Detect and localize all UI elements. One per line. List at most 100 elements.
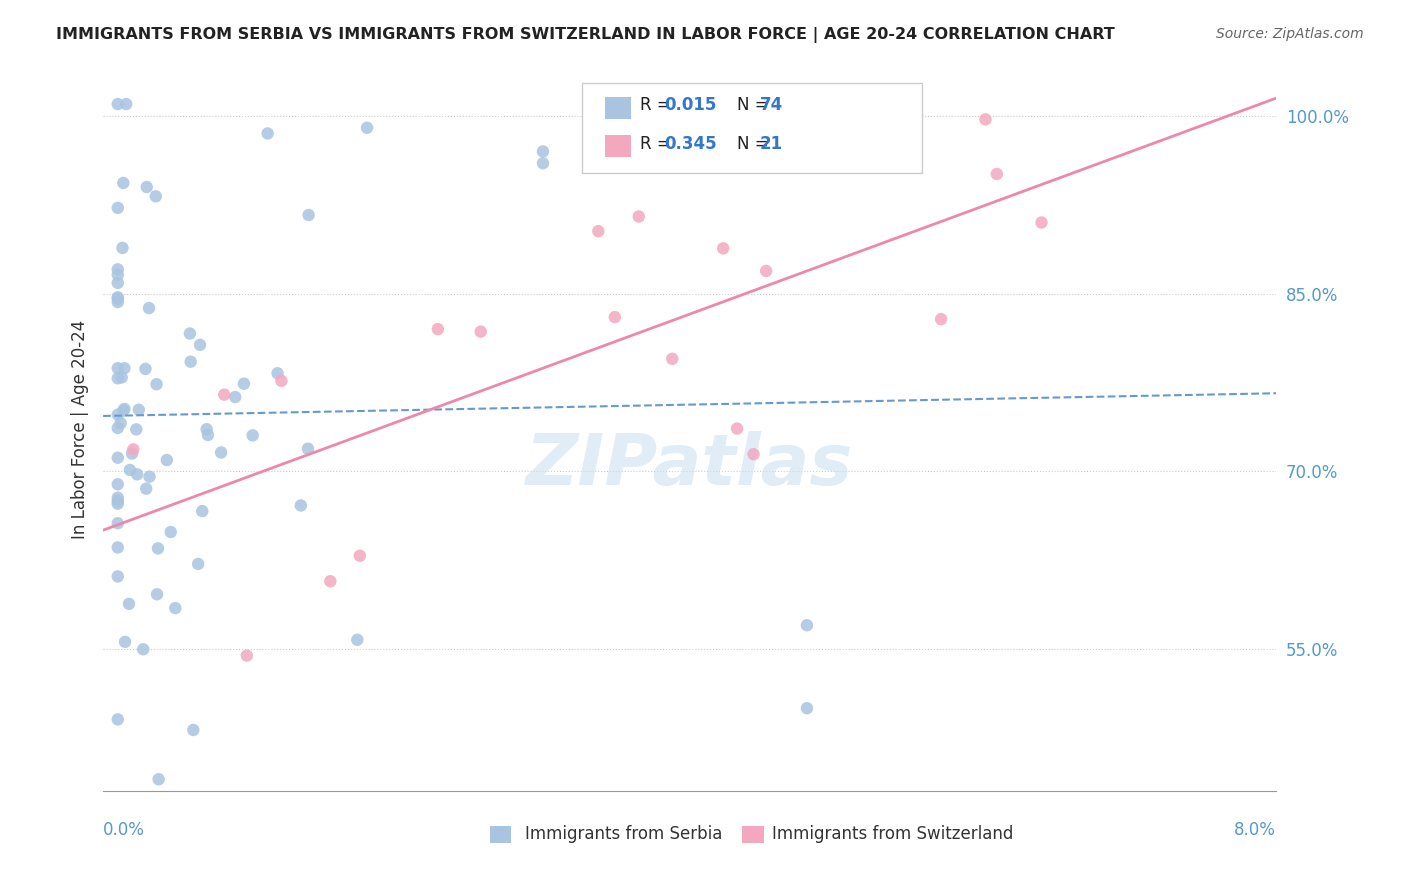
FancyBboxPatch shape	[605, 135, 631, 157]
Immigrants from Serbia	[107, 497, 129, 511]
Immigrants from Serbia	[346, 632, 368, 647]
Immigrants from Serbia	[297, 208, 319, 222]
Immigrants from Serbia	[107, 494, 129, 508]
Immigrants from Serbia	[125, 422, 148, 436]
Immigrants from Switzerland	[122, 442, 145, 457]
Immigrants from Serbia	[107, 292, 129, 306]
Immigrants from Serbia	[127, 467, 149, 482]
Immigrants from Serbia	[224, 390, 246, 404]
Immigrants from Serbia	[796, 701, 818, 715]
Immigrants from Switzerland	[319, 574, 342, 589]
Immigrants from Switzerland	[470, 325, 492, 339]
Immigrants from Serbia	[159, 524, 181, 539]
Immigrants from Serbia	[107, 477, 129, 491]
Immigrants from Serbia	[180, 354, 202, 368]
Immigrants from Switzerland	[603, 310, 626, 325]
Immigrants from Serbia	[132, 642, 155, 657]
FancyBboxPatch shape	[742, 826, 763, 843]
Immigrants from Serbia	[156, 453, 179, 467]
Immigrants from Serbia	[107, 361, 129, 376]
Immigrants from Switzerland	[236, 648, 259, 663]
Immigrants from Serbia	[115, 97, 138, 112]
Immigrants from Serbia	[297, 442, 319, 456]
Immigrants from Serbia	[134, 362, 156, 376]
FancyBboxPatch shape	[491, 826, 512, 843]
Text: IMMIGRANTS FROM SERBIA VS IMMIGRANTS FROM SWITZERLAND IN LABOR FORCE | AGE 20-24: IMMIGRANTS FROM SERBIA VS IMMIGRANTS FRO…	[56, 27, 1115, 43]
Immigrants from Serbia	[256, 127, 278, 141]
Immigrants from Serbia	[165, 601, 187, 615]
Immigrants from Serbia	[107, 450, 129, 465]
Immigrants from Serbia	[107, 712, 129, 726]
Immigrants from Switzerland	[742, 447, 765, 461]
Text: 0.0%: 0.0%	[103, 821, 145, 838]
Immigrants from Serbia	[242, 428, 264, 442]
Text: ZIPatlas: ZIPatlas	[526, 432, 853, 500]
Text: 74: 74	[761, 95, 783, 113]
Immigrants from Switzerland	[974, 112, 997, 127]
Immigrants from Serbia	[107, 268, 129, 282]
Y-axis label: In Labor Force | Age 20-24: In Labor Force | Age 20-24	[72, 320, 89, 540]
Immigrants from Serbia	[107, 541, 129, 555]
Text: 0.015: 0.015	[664, 95, 716, 113]
Immigrants from Serbia	[110, 416, 132, 430]
Text: N =: N =	[737, 95, 773, 113]
Text: N =: N =	[737, 136, 773, 153]
Text: Source: ZipAtlas.com: Source: ZipAtlas.com	[1216, 27, 1364, 41]
Immigrants from Serbia	[145, 189, 167, 203]
Immigrants from Serbia	[266, 366, 288, 380]
Immigrants from Serbia	[138, 301, 160, 315]
Immigrants from Serbia	[107, 290, 129, 304]
Immigrants from Serbia	[114, 401, 136, 416]
Immigrants from Switzerland	[426, 322, 449, 336]
Immigrants from Serbia	[148, 772, 170, 787]
Immigrants from Switzerland	[1031, 215, 1053, 229]
Immigrants from Serbia	[111, 370, 134, 384]
Immigrants from Serbia	[179, 326, 201, 341]
Immigrants from Switzerland	[588, 224, 610, 238]
Immigrants from Serbia	[531, 145, 554, 159]
Immigrants from Serbia	[197, 428, 219, 442]
Immigrants from Serbia	[195, 422, 218, 436]
Immigrants from Serbia	[121, 446, 143, 460]
FancyBboxPatch shape	[605, 97, 631, 120]
Immigrants from Switzerland	[986, 167, 1008, 181]
Immigrants from Switzerland	[711, 241, 734, 255]
Immigrants from Switzerland	[873, 153, 896, 168]
Immigrants from Serbia	[191, 504, 214, 518]
Immigrants from Serbia	[146, 541, 169, 556]
Immigrants from Serbia	[128, 402, 150, 417]
Immigrants from Serbia	[187, 557, 209, 571]
Immigrants from Switzerland	[270, 374, 292, 388]
Text: Immigrants from Serbia: Immigrants from Serbia	[526, 825, 723, 844]
Immigrants from Serbia	[209, 445, 232, 459]
Immigrants from Switzerland	[755, 264, 778, 278]
Immigrants from Serbia	[107, 201, 129, 215]
Immigrants from Switzerland	[929, 312, 952, 326]
Immigrants from Serbia	[678, 145, 700, 159]
Immigrants from Serbia	[232, 376, 254, 391]
Text: R =: R =	[640, 95, 676, 113]
Text: 8.0%: 8.0%	[1234, 821, 1277, 838]
Immigrants from Serbia	[114, 635, 136, 649]
Immigrants from Serbia	[107, 408, 129, 422]
Immigrants from Serbia	[118, 597, 141, 611]
Immigrants from Switzerland	[349, 549, 371, 563]
Immigrants from Serbia	[107, 371, 129, 385]
Immigrants from Serbia	[112, 176, 135, 190]
FancyBboxPatch shape	[582, 83, 922, 173]
Immigrants from Serbia	[107, 516, 129, 531]
Immigrants from Serbia	[107, 295, 129, 310]
Immigrants from Serbia	[290, 499, 312, 513]
Immigrants from Switzerland	[661, 351, 683, 366]
Text: 0.345: 0.345	[664, 136, 717, 153]
Immigrants from Serbia	[146, 587, 169, 601]
Immigrants from Serbia	[112, 361, 135, 376]
Immigrants from Serbia	[183, 723, 205, 737]
Immigrants from Serbia	[138, 469, 160, 483]
Immigrants from Serbia	[145, 377, 167, 392]
Immigrants from Serbia	[531, 156, 554, 170]
Immigrants from Serbia	[356, 120, 378, 135]
Immigrants from Serbia	[107, 491, 129, 505]
Immigrants from Serbia	[107, 569, 129, 583]
Immigrants from Serbia	[107, 97, 129, 112]
